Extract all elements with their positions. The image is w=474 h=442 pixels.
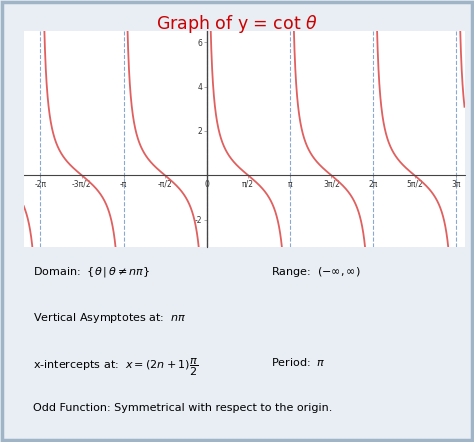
Text: Range:  $(-\infty, \infty)$: Range: $(-\infty, \infty)$ — [271, 265, 360, 279]
Text: Domain:  $\{\theta\,|\,\theta \neq n\pi\}$: Domain: $\{\theta\,|\,\theta \neq n\pi\}… — [33, 265, 150, 279]
Text: Graph of y = cot $\theta$: Graph of y = cot $\theta$ — [156, 13, 318, 35]
Text: Period:  $\pi$: Period: $\pi$ — [271, 356, 325, 368]
Text: Odd Function: Symmetrical with respect to the origin.: Odd Function: Symmetrical with respect t… — [33, 403, 332, 413]
Text: x-intercepts at:  $x = (2n+1)\dfrac{\pi}{2}$: x-intercepts at: $x = (2n+1)\dfrac{\pi}{… — [33, 356, 198, 378]
Text: Vertical Asymptotes at:  $n\pi$: Vertical Asymptotes at: $n\pi$ — [33, 312, 186, 325]
